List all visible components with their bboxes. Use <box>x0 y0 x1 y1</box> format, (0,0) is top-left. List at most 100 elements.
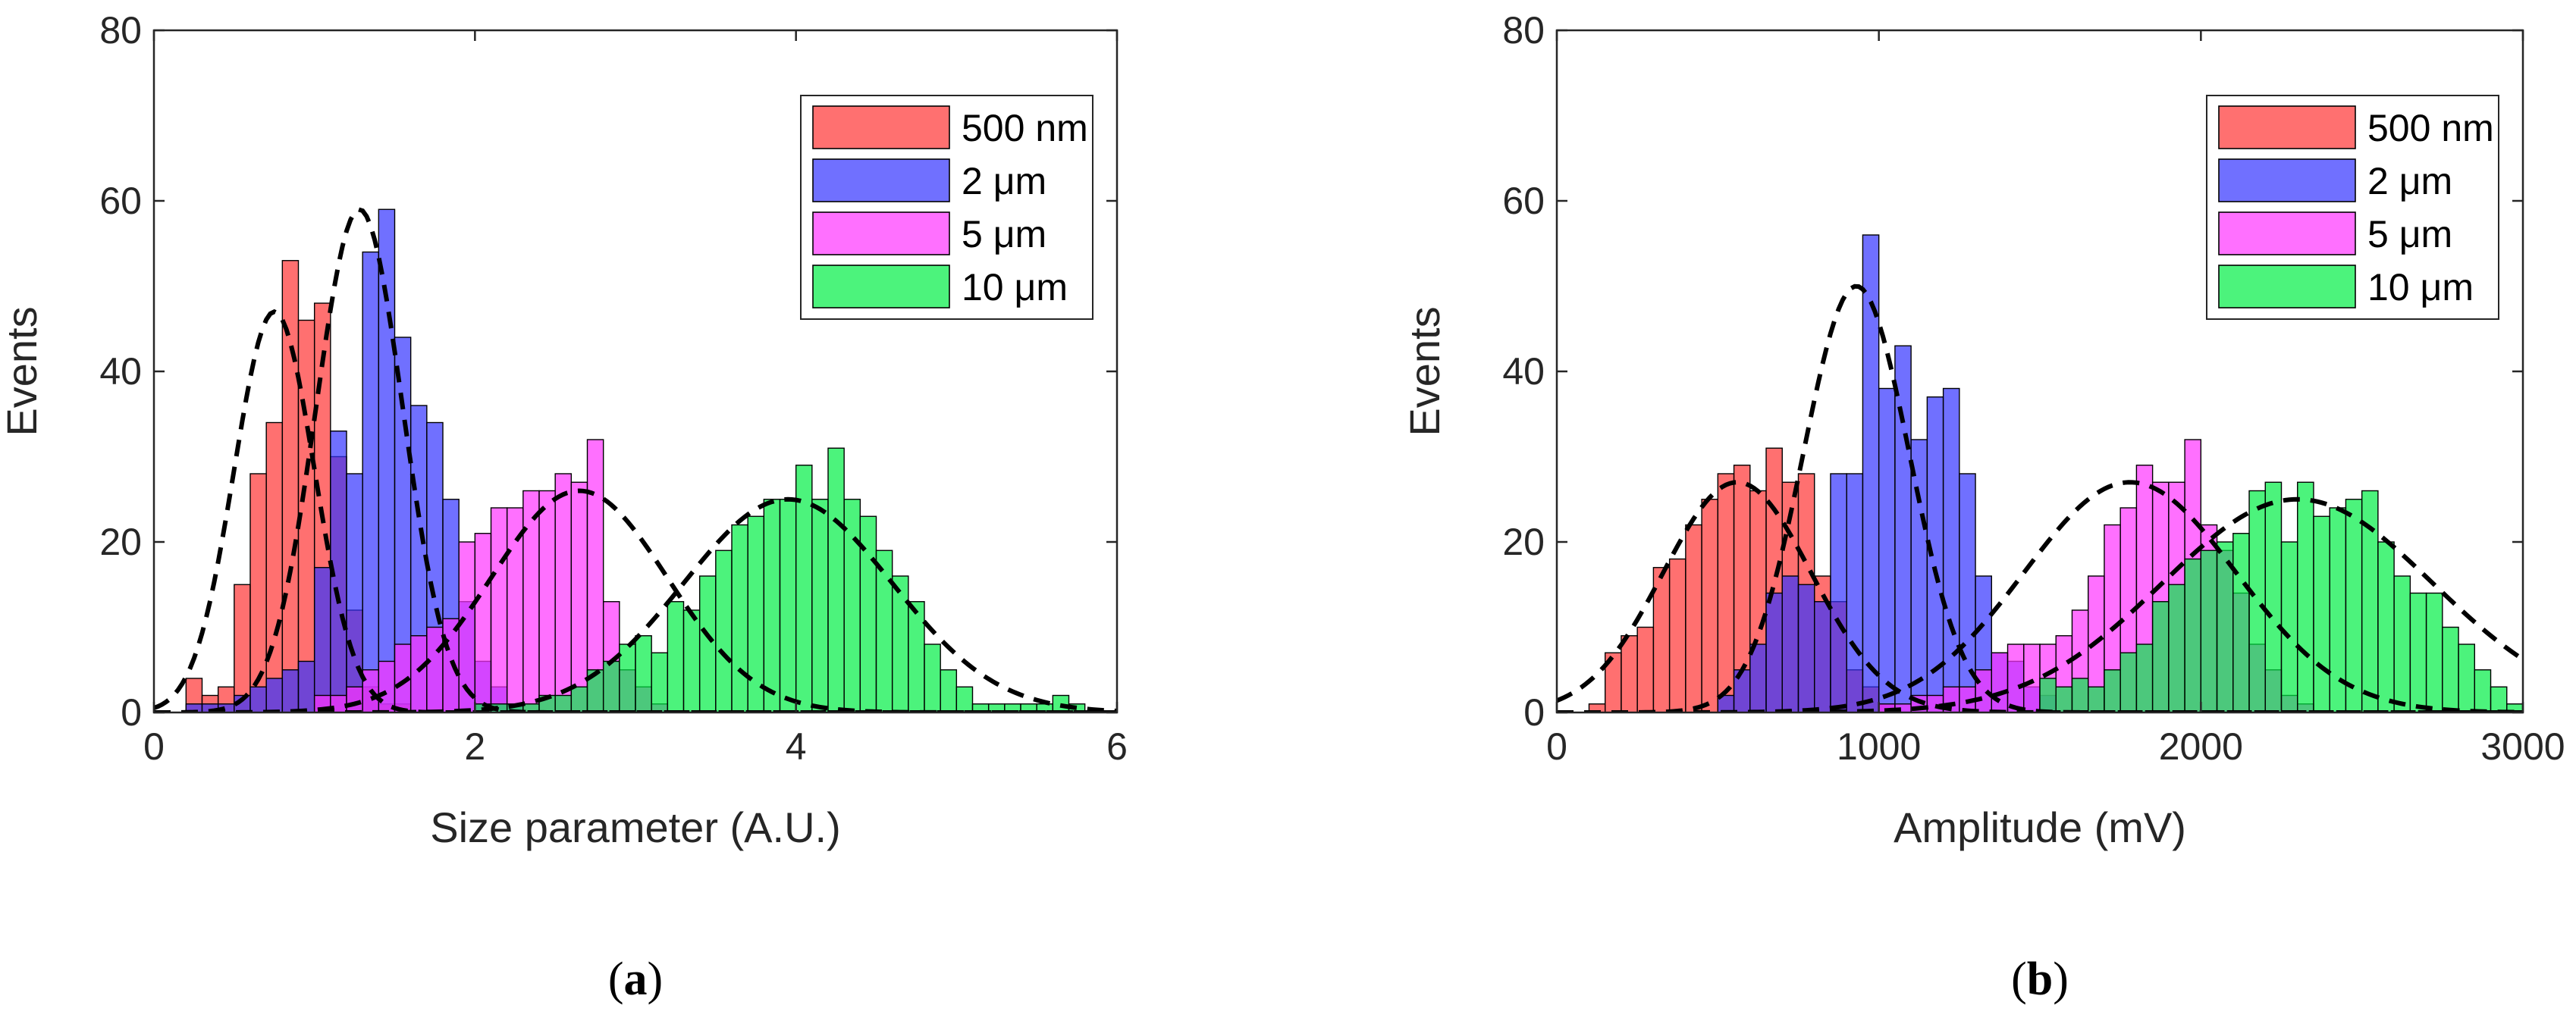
y-tick-label: 60 <box>99 180 142 222</box>
bar-5um <box>538 490 556 712</box>
x-tick-label: 6 <box>1106 725 1128 768</box>
y-tick-label: 20 <box>1502 521 1545 563</box>
bar-2um <box>313 567 331 712</box>
bar-10um <box>2232 533 2250 712</box>
bar-10um <box>2200 550 2218 712</box>
legend-label-5um: 5 μm <box>2367 213 2452 255</box>
bar-10um <box>2377 541 2395 712</box>
fit-curve-2um <box>154 207 1117 712</box>
bar-10um <box>2264 481 2283 712</box>
bar-500nm <box>1668 558 1686 712</box>
bar-500nm <box>265 421 284 712</box>
bar-5um <box>586 439 604 712</box>
bar-2um <box>1910 439 1928 712</box>
bar-500nm <box>1717 473 1735 712</box>
x-axis-label: Size parameter (A.U.) <box>430 803 841 851</box>
bar-5um <box>442 618 460 712</box>
y-tick-label: 80 <box>1502 9 1545 52</box>
bar-5um <box>554 473 573 712</box>
bar-10um <box>763 499 781 712</box>
bar-10um <box>667 601 685 712</box>
x-tick-label: 2000 <box>2159 725 2243 768</box>
y-axis-label: Events <box>0 306 45 436</box>
legend-label-2um: 2 μm <box>962 160 1046 202</box>
y-tick-label: 0 <box>121 691 142 734</box>
bar-10um <box>2506 703 2523 712</box>
legend-swatch-10um <box>812 265 950 308</box>
bar-5um <box>474 533 492 712</box>
bar-10um <box>2119 652 2138 712</box>
bar-10um <box>698 575 717 712</box>
bar-10um <box>2474 669 2492 712</box>
bar-2um <box>249 686 267 712</box>
bar-500nm <box>234 584 251 712</box>
bar-10um <box>731 524 748 712</box>
bar-2um <box>1797 584 1815 712</box>
bar-10um <box>570 686 588 712</box>
y-tick-label: 0 <box>1523 691 1545 734</box>
bar-10um <box>908 601 925 712</box>
bar-10um <box>2184 558 2202 712</box>
bar-2um <box>1830 473 1847 712</box>
bar-10um <box>2345 499 2363 712</box>
plot-area <box>154 207 1117 712</box>
bar-2um <box>378 208 396 712</box>
bar-10um <box>2425 592 2443 712</box>
bar-2um <box>265 678 284 712</box>
y-tick-label: 40 <box>99 350 142 393</box>
bar-10um <box>2490 686 2508 712</box>
bar-10um <box>955 686 974 712</box>
bar-500nm <box>1685 524 1702 712</box>
legend-label-10um: 10 μm <box>962 266 1068 308</box>
legend-label-2um: 2 μm <box>2367 160 2452 202</box>
bar-5um <box>522 490 540 712</box>
x-axis-label: Amplitude (mV) <box>1894 803 2186 851</box>
bar-2um <box>297 660 315 712</box>
legend-swatch-2um <box>2218 158 2356 202</box>
bar-10um <box>779 499 797 712</box>
bar-5um <box>426 626 444 712</box>
bar-10um <box>635 635 652 712</box>
legend-label-5um: 5 μm <box>962 213 1046 255</box>
legend-label-500nm: 500 nm <box>962 107 1088 149</box>
x-tick-label: 2 <box>464 725 485 768</box>
bar-10um <box>891 575 909 712</box>
bar-10um <box>811 499 829 712</box>
bar-10um <box>2280 541 2298 712</box>
panel-label-close: ) <box>2053 954 2069 1005</box>
bar-10um <box>747 515 765 712</box>
bar-10um <box>940 669 958 712</box>
bar-10um <box>715 550 733 712</box>
x-tick-label: 3000 <box>2480 725 2565 768</box>
fit-curve-2um <box>1557 283 2523 712</box>
bar-10um <box>2039 678 2057 712</box>
chart-panel-b: 0 1000 2000 3000 0 20 40 60 80 Amplitude (mV) Even… <box>1401 9 2565 1005</box>
y-tick-label: 60 <box>1502 180 1545 222</box>
x-tick-label: 4 <box>786 725 807 768</box>
bar-10um <box>2313 515 2330 712</box>
x-tick-label: 0 <box>143 725 165 768</box>
legend-swatch-5um <box>812 211 950 255</box>
fit-curve-10um <box>154 496 1117 712</box>
legend: 500 nm 2 μm 5 μm 10 μm <box>800 95 1093 320</box>
bar-2um <box>1846 473 1864 712</box>
bar-5um <box>1991 652 2009 712</box>
bar-10um <box>843 499 861 712</box>
bar-2um <box>1765 592 1783 712</box>
bar-5um <box>2007 644 2025 712</box>
legend-label-10um: 10 μm <box>2367 266 2474 308</box>
bar-10um <box>2393 575 2411 712</box>
bar-10um <box>2442 626 2459 712</box>
bar-10um <box>827 447 845 712</box>
bar-500nm <box>1621 635 1638 712</box>
legend-swatch-10um <box>2218 265 2356 308</box>
bar-2um <box>1781 575 1799 712</box>
bar-10um <box>554 694 573 712</box>
bar-500nm <box>1701 499 1719 712</box>
bar-2um <box>1894 345 1912 712</box>
legend-swatch-5um <box>2218 211 2356 255</box>
bar-10um <box>2135 644 2154 712</box>
panel-label-letter: b <box>2027 954 2053 1005</box>
bar-10um <box>651 652 669 712</box>
